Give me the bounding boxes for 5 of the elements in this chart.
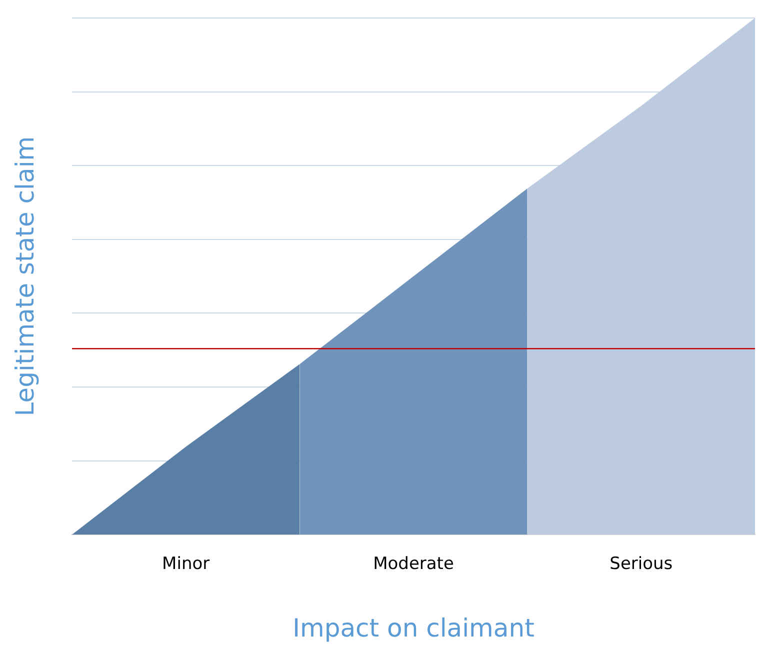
- x-axis-title: Impact on claimant: [292, 614, 535, 642]
- x-tick-label: Minor: [162, 554, 210, 574]
- x-tick-label: Serious: [610, 554, 673, 574]
- x-tick-label: Moderate: [373, 554, 454, 574]
- y-axis-title: Legitimate state claim: [10, 136, 40, 416]
